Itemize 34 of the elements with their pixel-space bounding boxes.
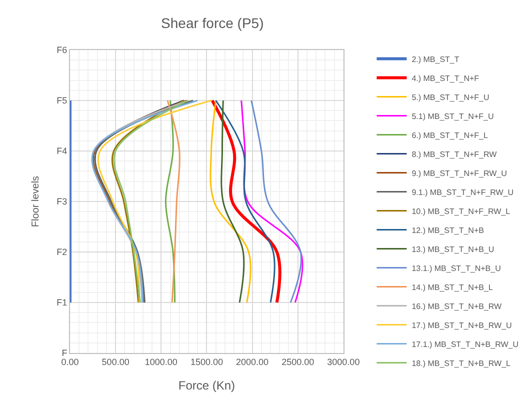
legend-label: 6.) MB_ST_T_N+F_L: [412, 130, 488, 140]
legend-label: 10.) MB_ST_T_N+F_RW_L: [412, 206, 511, 216]
y-tick-label: F2: [56, 247, 68, 258]
legend-label: 2.) MB_ST_T: [412, 54, 460, 64]
y-tick-label: F1: [56, 298, 68, 308]
x-tick-label: 1500.00: [190, 356, 223, 367]
legend-label: 5.1) MB_ST_T_N+F_U: [412, 112, 494, 121]
x-tick-label: 500.00: [102, 356, 130, 367]
legend-label: 18.) MB_ST_T_N+B_RW_L: [412, 358, 512, 368]
legend-label: 9.) MB_ST_T_N+F_RW_U: [412, 168, 508, 178]
y-tick-label: F6: [56, 45, 68, 56]
x-tick-label: 2000.00: [236, 356, 269, 367]
legend-label: 8.) MB_ST_T_N+F_RW: [412, 150, 498, 159]
y-tick-label: F3: [56, 196, 68, 207]
legend-label: 14.) MB_ST_T_N+B_L: [412, 282, 494, 292]
legend-label: 13.) MB_ST_T_N+B_U: [412, 244, 494, 254]
legend-label: 9.1.) MB_ST_T_N+F_RW_U: [412, 188, 514, 197]
legend-label: 5.) MB_ST_T_N+F_U: [412, 92, 490, 102]
x-tick-label: 0.00: [61, 356, 79, 367]
chart-title: Shear force (P5): [161, 14, 264, 31]
legend-label: 17.) MB_ST_T_N+B_RW_U: [412, 320, 512, 330]
y-tick-label: F4: [56, 146, 68, 156]
y-axis-title: Floor levels: [30, 176, 42, 228]
legend-label: 16.) MB_ST_T_N+B_RW: [412, 302, 502, 311]
legend-label: 17.1.) MB_ST_T_N+B_RW_U: [412, 340, 519, 349]
y-tick-label: F5: [56, 96, 68, 106]
y-tick-label: F: [62, 348, 68, 358]
x-tick-label: 3000.00: [327, 356, 360, 367]
legend-label: 4.) MB_ST_T_N+F: [412, 74, 480, 83]
x-axis-title: Force (Kn): [178, 378, 236, 393]
x-tick-label: 2500.00: [282, 356, 314, 367]
x-tick-label: 1000.00: [144, 356, 178, 367]
legend-label: 12.) MB_ST_T_N+B: [412, 226, 484, 235]
legend-label: 13.1.) MB_ST_T_N+B_U: [412, 264, 502, 273]
